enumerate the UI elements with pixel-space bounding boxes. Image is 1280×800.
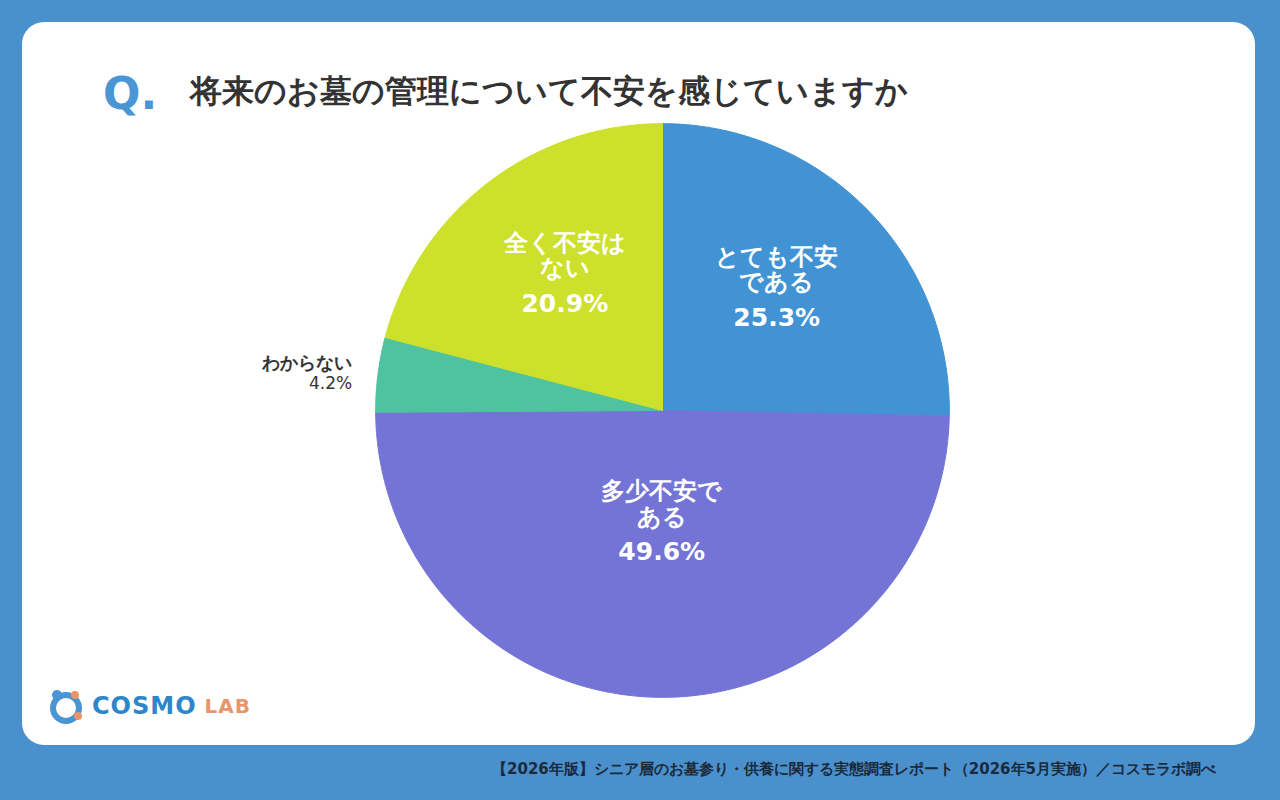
svg-text:4.2%: 4.2% [309,373,352,393]
svg-text:全く不安はない: 全く不安はない [503,229,626,282]
html-text:【2026年版】シニア層のお墓参り・供養に関する実態調査レポ: 【2026年版】シニア層のお墓参り・供養に関する実態調査レポート（2026年5月… [492,760,1216,778]
svg-text:わからない: わからない [261,352,352,373]
html-text:Q.: Q. [103,68,158,119]
html-text:COSMO LAB: COSMO LAB [92,692,252,720]
svg-text:とても不安である: とても不安である [715,243,838,296]
html-text:将来のお墓の管理について不安を感じていますか: 将来のお墓の管理について不安を感じていますか [190,72,908,110]
svg-text:25.3%: 25.3% [733,303,820,332]
svg-text:20.9%: 20.9% [521,289,608,318]
svg-text:49.6%: 49.6% [618,537,705,566]
svg-text:多少不安である: 多少不安である [601,477,723,530]
